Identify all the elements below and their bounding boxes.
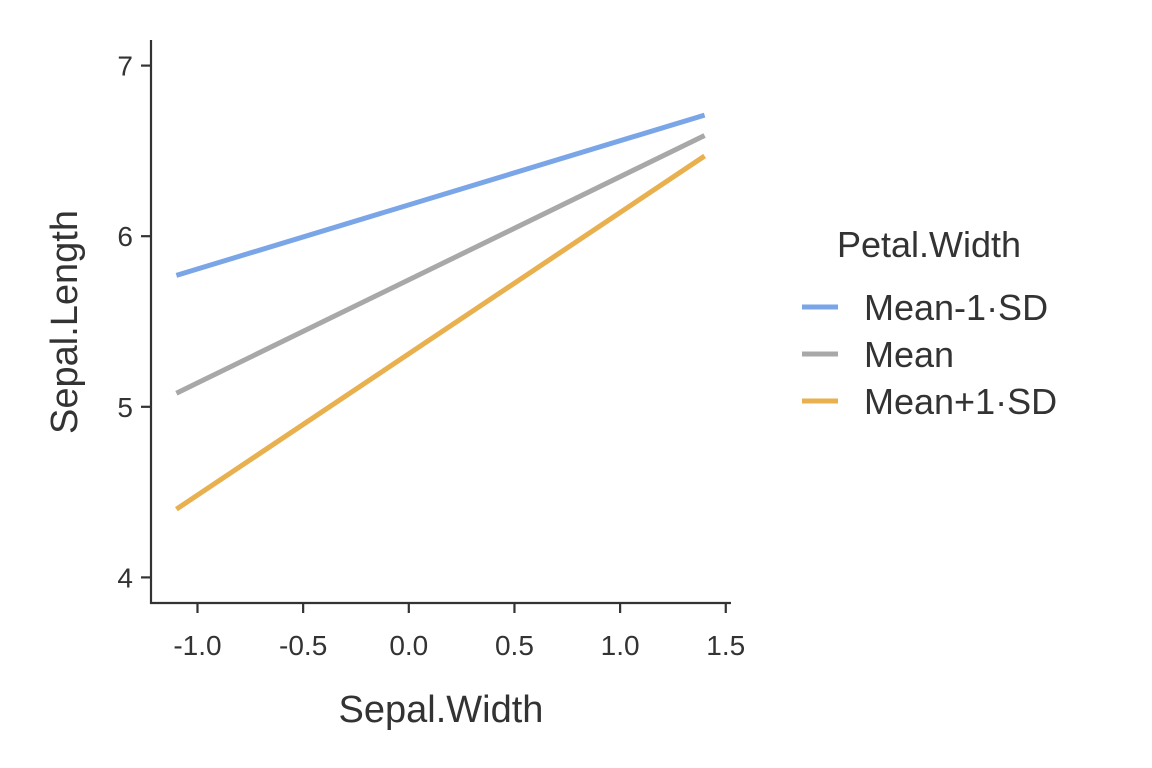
legend-items: Mean-1·SD Mean Mean+1·SD [802,287,1057,422]
plot-area [175,112,706,512]
x-tick-label: 0.5 [495,630,534,661]
legend-label: Mean [864,334,954,375]
y-tick-label: 6 [117,221,133,252]
legend-label: Mean+1·SD [864,381,1057,422]
y-tick-label: 4 [117,562,133,593]
x-tick-label: -1.0 [173,630,221,661]
x-axis-title: Sepal.Width [339,689,544,731]
y-axis-ticks: 4 5 6 7 [117,51,151,593]
legend-title: Petal.Width [837,224,1021,265]
x-tick-label: 0.0 [389,630,428,661]
x-tick-label: 1.5 [706,630,745,661]
legend: Petal.Width Mean-1·SD Mean Mean+1·SD [802,224,1057,422]
y-tick-label: 5 [117,392,133,423]
series-line [175,133,706,396]
y-tick-label: 7 [117,51,133,82]
series-line [175,153,706,512]
x-axis-ticks: -1.0 -0.5 0.0 0.5 1.0 1.5 [173,603,745,661]
y-axis-title: Sepal.Length [44,210,86,434]
series-line [175,112,706,278]
x-tick-label: -0.5 [279,630,327,661]
x-tick-label: 1.0 [601,630,640,661]
legend-label: Mean-1·SD [864,287,1048,328]
